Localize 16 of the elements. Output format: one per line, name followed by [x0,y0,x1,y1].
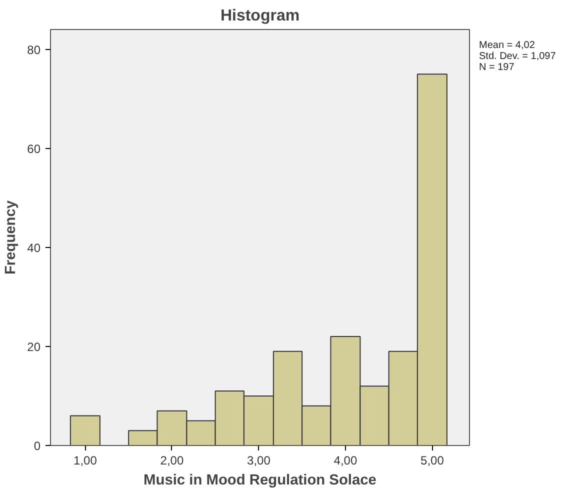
y-axis-title: Frequency [3,200,20,275]
text: Std. Dev. = 1,097 [479,51,556,62]
x-tick-label: 5,00 [420,454,444,468]
x-tick-label: 4,00 [334,454,358,468]
text: N = 197 [479,62,514,73]
x-tick-label: 2,00 [160,454,184,468]
chart-title: Histogram [220,8,300,24]
x-tick-label: 1,00 [74,454,98,468]
y-tick-label: 0 [34,439,41,453]
y-tick-label: 60 [27,142,41,156]
y-tick-label: 20 [27,340,41,354]
y-tick-label: 40 [27,240,41,255]
x-axis-title: Music in Mood Regulation Solace [144,472,376,488]
text: Mean = 4,02 [479,40,535,51]
y-tick-label: 80 [27,42,41,57]
x-tick-label: 3,00 [247,454,271,468]
